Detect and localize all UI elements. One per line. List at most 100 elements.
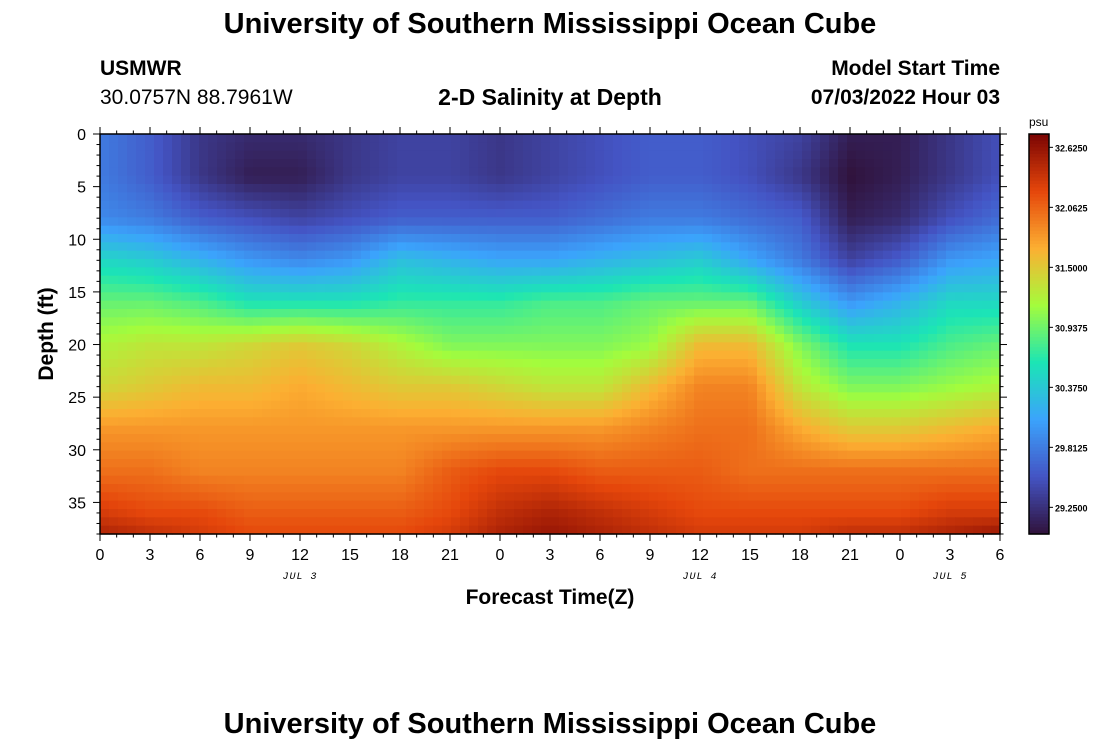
heatmap-cell — [649, 359, 659, 368]
heatmap-cell — [793, 425, 803, 435]
heatmap-cell — [694, 292, 704, 302]
heatmap-cell — [829, 134, 839, 143]
heatmap-cell — [406, 509, 416, 518]
heatmap-cell — [910, 359, 920, 368]
heatmap-cell — [343, 442, 353, 452]
heatmap-cell — [712, 350, 722, 360]
heatmap-cell — [352, 267, 362, 277]
heatmap-cell — [334, 400, 344, 410]
heatmap-cell — [919, 209, 929, 218]
heatmap-cell — [136, 475, 146, 485]
heatmap-cell — [847, 159, 857, 168]
heatmap-cell — [451, 184, 461, 193]
heatmap-cell — [172, 134, 182, 143]
heatmap-cell — [145, 509, 155, 518]
heatmap-cell — [685, 359, 695, 368]
heatmap-cell — [361, 459, 371, 468]
heatmap-cell — [847, 384, 857, 393]
heatmap-cell — [127, 309, 137, 318]
heatmap-cell — [892, 517, 902, 527]
heatmap-cell — [532, 159, 542, 168]
heatmap-cell — [928, 517, 938, 527]
heatmap-cell — [127, 425, 137, 435]
heatmap-cell — [235, 259, 245, 268]
heatmap-cell — [226, 234, 236, 243]
heatmap-cell — [451, 484, 461, 493]
heatmap-cell — [478, 159, 488, 168]
heatmap-cell — [352, 217, 362, 227]
heatmap-cell — [775, 467, 785, 477]
heatmap-cell — [271, 284, 281, 293]
heatmap-cell — [559, 459, 569, 468]
heatmap-cell — [127, 184, 137, 193]
heatmap-cell — [541, 292, 551, 302]
heatmap-cell — [154, 384, 164, 393]
heatmap-cell — [523, 350, 533, 360]
heatmap-cell — [640, 475, 650, 485]
heatmap-cell — [946, 142, 956, 152]
heatmap-cell — [415, 359, 425, 368]
heatmap-cell — [892, 167, 902, 177]
heatmap-cell — [784, 417, 794, 427]
heatmap-cell — [829, 350, 839, 360]
heatmap-cell — [379, 292, 389, 302]
heatmap-cell — [883, 517, 893, 527]
heatmap-cell — [487, 450, 497, 460]
heatmap-cell — [262, 309, 272, 318]
heatmap-cell — [910, 175, 920, 185]
heatmap-cell — [676, 309, 686, 318]
heatmap-cell — [415, 284, 425, 293]
heatmap-cell — [775, 384, 785, 393]
heatmap-cell — [514, 167, 524, 177]
heatmap-cell — [559, 309, 569, 318]
heatmap-cell — [766, 292, 776, 302]
heatmap-cell — [532, 350, 542, 360]
heatmap-cell — [730, 467, 740, 477]
heatmap-cell — [946, 409, 956, 418]
heatmap-cell — [649, 375, 659, 385]
heatmap-cell — [910, 434, 920, 443]
heatmap-cell — [937, 242, 947, 252]
heatmap-cell — [955, 350, 965, 360]
heatmap-cell — [100, 417, 110, 427]
heatmap-cell — [901, 167, 911, 177]
heatmap-cell — [235, 134, 245, 143]
heatmap-cell — [253, 459, 263, 468]
heatmap-cell — [883, 475, 893, 485]
heatmap-cell — [469, 242, 479, 252]
heatmap-cell — [217, 242, 227, 252]
heatmap-cell — [721, 250, 731, 260]
heatmap-cell — [658, 325, 668, 335]
heatmap-cell — [532, 467, 542, 477]
heatmap-cell — [541, 500, 551, 510]
heatmap-cell — [946, 400, 956, 410]
heatmap-cell — [433, 517, 443, 527]
heatmap-cell — [388, 400, 398, 410]
heatmap-cell — [415, 392, 425, 402]
heatmap-cell — [451, 267, 461, 277]
heatmap-cell — [397, 475, 407, 485]
heatmap-cell — [523, 234, 533, 243]
heatmap-cell — [901, 417, 911, 427]
heatmap-cell — [910, 309, 920, 318]
heatmap-cell — [586, 242, 596, 252]
heatmap-cell — [514, 375, 524, 385]
heatmap-cell — [379, 417, 389, 427]
heatmap-cell — [874, 142, 884, 152]
heatmap-cell — [685, 500, 695, 510]
heatmap-cell — [217, 184, 227, 193]
heatmap-cell — [829, 400, 839, 410]
heatmap-cell — [964, 425, 974, 435]
heatmap-cell — [199, 325, 209, 335]
heatmap-cell — [415, 425, 425, 435]
heatmap-cell — [262, 509, 272, 518]
heatmap-cell — [649, 200, 659, 210]
heatmap-cell — [820, 375, 830, 385]
heatmap-cell — [388, 450, 398, 460]
heatmap-cell — [244, 334, 254, 343]
heatmap-cell — [406, 159, 416, 168]
heatmap-cell — [802, 284, 812, 293]
heatmap-cell — [100, 525, 110, 535]
heatmap-cell — [415, 525, 425, 535]
heatmap-cell — [109, 525, 119, 535]
